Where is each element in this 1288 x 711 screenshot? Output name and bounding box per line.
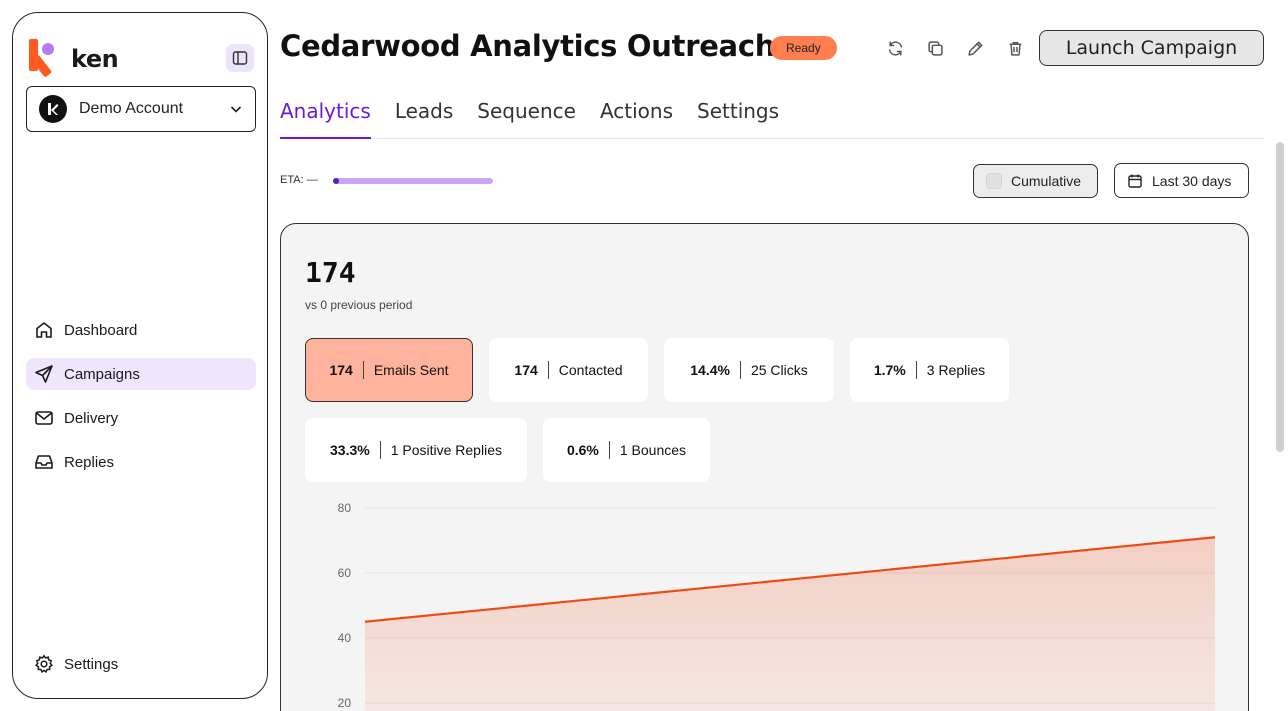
k-logo-icon	[48, 103, 59, 115]
sidebar: ken Demo Account Dashboard Campaigns Del	[12, 12, 268, 699]
tab-settings[interactable]: Settings	[697, 99, 780, 123]
eta-label: ETA: —	[280, 174, 318, 186]
sidebar-toggle-icon	[232, 51, 248, 65]
logo-text: ken	[71, 45, 119, 73]
stat-value: 174	[514, 362, 538, 378]
home-icon	[36, 322, 52, 338]
inbox-icon	[35, 455, 53, 469]
status-badge: Ready	[770, 36, 837, 60]
stat-contacted[interactable]: 174 Contacted	[489, 338, 648, 402]
stat-label: Contacted	[558, 362, 623, 378]
stat-value: 174	[329, 362, 353, 378]
copy-icon	[927, 40, 943, 56]
tab-analytics[interactable]: Analytics	[280, 96, 371, 139]
stat-label: Emails Sent	[373, 362, 449, 378]
stat-value: 14.4%	[690, 362, 730, 378]
refresh-icon	[888, 40, 902, 56]
stat-emails-sent[interactable]: 174 Emails Sent	[305, 338, 473, 402]
stat-label: 1 Positive Replies	[390, 442, 502, 458]
stat-replies[interactable]: 1.7% 3 Replies	[850, 338, 1009, 402]
account-avatar	[39, 95, 67, 123]
send-icon	[35, 365, 53, 383]
mail-icon	[35, 411, 53, 425]
sidebar-item-label: Dashboard	[64, 321, 138, 339]
sidebar-item-dashboard[interactable]: Dashboard	[26, 314, 256, 346]
sidebar-nav: Dashboard Campaigns Delivery Replies	[26, 314, 256, 490]
eta-progress-bar	[333, 178, 493, 184]
settings-label: Settings	[64, 655, 119, 673]
stat-label: 1 Bounces	[619, 442, 687, 458]
series-area	[365, 537, 1215, 711]
y-tick-label: 80	[338, 501, 352, 515]
duplicate-button[interactable]	[925, 38, 945, 58]
stat-value: 0.6%	[566, 442, 599, 458]
sidebar-item-label: Delivery	[64, 409, 119, 427]
eta-progress-fill	[333, 178, 340, 184]
date-range-button[interactable]: Last 30 days	[1114, 163, 1249, 198]
page-title: Cedarwood Analytics Outreach	[280, 29, 776, 63]
tab-sequence[interactable]: Sequence	[477, 99, 576, 123]
delete-button[interactable]	[1005, 38, 1025, 58]
pencil-icon	[967, 41, 982, 56]
stat-positive-replies[interactable]: 33.3% 1 Positive Replies	[305, 418, 527, 482]
y-tick-label: 20	[338, 696, 352, 710]
account-switcher[interactable]: Demo Account	[26, 86, 256, 132]
cumulative-toggle[interactable]: Cumulative	[973, 164, 1098, 198]
refresh-button[interactable]	[885, 38, 905, 58]
sidebar-item-label: Replies	[64, 453, 115, 471]
chevron-down-icon	[230, 106, 242, 113]
stat-label: 25 Clicks	[750, 362, 808, 378]
summary-value: 174	[305, 256, 356, 289]
emails-sent-chart: 80 60 40 20	[338, 501, 1216, 711]
y-tick-label: 40	[338, 631, 352, 645]
cumulative-checkbox[interactable]	[986, 173, 1002, 189]
stat-value: 1.7%	[873, 362, 906, 378]
tab-bar: Analytics Leads Sequence Actions Setting…	[280, 96, 1264, 139]
sidebar-item-replies[interactable]: Replies	[26, 446, 256, 478]
y-tick-label: 60	[338, 566, 352, 580]
analytics-panel: 174 vs 0 previous period 174 Emails Sent …	[280, 223, 1249, 711]
logo: ken	[29, 39, 119, 78]
sidebar-item-campaigns[interactable]: Campaigns	[26, 358, 256, 390]
summary-comparison: vs 0 previous period	[305, 298, 413, 312]
tab-actions[interactable]: Actions	[599, 99, 674, 123]
account-name: Demo Account	[79, 100, 184, 117]
sidebar-item-delivery[interactable]: Delivery	[26, 402, 256, 434]
cumulative-label: Cumulative	[1011, 173, 1082, 189]
launch-campaign-button[interactable]: Launch Campaign	[1039, 30, 1264, 66]
stat-label: 3 Replies	[926, 362, 986, 378]
stat-bounces[interactable]: 0.6% 1 Bounces	[543, 418, 710, 482]
collapse-sidebar-button[interactable]	[226, 44, 254, 72]
logo-mark-icon	[29, 39, 61, 78]
series-line	[364, 536, 1216, 623]
gear-icon	[34, 654, 54, 674]
sidebar-item-settings[interactable]: Settings	[34, 654, 118, 674]
sidebar-item-label: Campaigns	[64, 365, 140, 383]
tab-leads[interactable]: Leads	[394, 99, 454, 123]
page-scrollbar[interactable]	[1276, 142, 1284, 452]
stat-clicks[interactable]: 14.4% 25 Clicks	[664, 338, 834, 402]
trash-icon	[1009, 41, 1021, 56]
edit-button[interactable]	[965, 38, 985, 58]
calendar-icon	[1128, 174, 1142, 188]
stat-value: 33.3%	[330, 442, 370, 458]
date-range-label: Last 30 days	[1152, 172, 1232, 189]
